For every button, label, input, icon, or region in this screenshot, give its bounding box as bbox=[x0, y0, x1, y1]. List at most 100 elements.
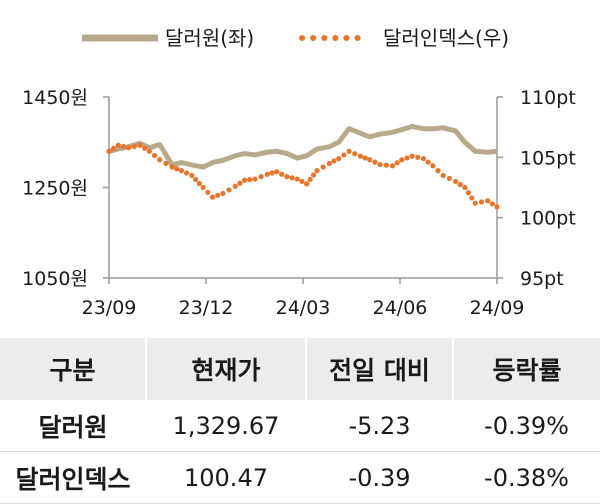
right-y-tick-label: 105pt bbox=[520, 147, 576, 169]
data-point-dxy bbox=[200, 184, 206, 191]
cell-change-rate: -0.38% bbox=[453, 451, 600, 504]
data-point-dxy bbox=[137, 142, 143, 148]
data-point-dxy bbox=[435, 168, 441, 174]
data-point-dxy bbox=[399, 157, 405, 163]
legend-label-usdkrw: 달러원(좌) bbox=[165, 26, 254, 50]
data-point-dxy bbox=[425, 159, 431, 165]
data-point-dxy bbox=[372, 159, 378, 165]
right-y-tick-label: 95pt bbox=[520, 268, 564, 290]
data-point-dxy bbox=[314, 168, 320, 174]
data-point-dxy bbox=[163, 160, 169, 166]
data-point-dxy bbox=[485, 198, 491, 204]
data-point-dxy bbox=[415, 154, 421, 160]
data-point-dxy bbox=[226, 187, 232, 193]
data-point-dxy bbox=[209, 194, 216, 200]
data-point-dxy bbox=[409, 153, 415, 159]
exchange-rate-chart: 달러원(좌) 달러인덱스(우) 1050원 1250원 1450원 95pt 100pt… bbox=[22, 26, 576, 319]
table-row: 달러인덱스 100.47 -0.39 -0.38% bbox=[0, 451, 600, 504]
data-point-dxy bbox=[489, 201, 495, 207]
header-category: 구분 bbox=[0, 338, 147, 400]
data-point-dxy bbox=[465, 190, 471, 196]
cell-daily-change: -0.39 bbox=[306, 451, 453, 504]
data-point-dxy bbox=[241, 177, 248, 183]
right-y-tick-label: 100pt bbox=[520, 208, 576, 230]
data-point-dxy bbox=[264, 171, 270, 177]
data-point-dxy bbox=[215, 192, 221, 198]
cell-daily-change: -5.23 bbox=[306, 400, 453, 452]
data-point-dxy bbox=[446, 175, 453, 182]
data-point-dxy bbox=[294, 176, 300, 182]
data-point-dxy bbox=[196, 180, 202, 187]
data-point-dxy bbox=[494, 204, 500, 210]
data-point-dxy bbox=[331, 158, 337, 164]
table-header-row: 구분 현재가 전일 대비 등락률 bbox=[0, 338, 600, 400]
header-change-rate: 등락률 bbox=[453, 338, 600, 400]
data-point-dxy bbox=[106, 148, 112, 154]
data-point-dxy bbox=[469, 195, 475, 201]
data-point-dxy bbox=[252, 176, 258, 182]
data-point-dxy bbox=[394, 160, 400, 166]
data-point-dxy bbox=[142, 145, 148, 151]
data-point-dxy bbox=[336, 155, 342, 162]
data-point-dxy bbox=[341, 152, 347, 158]
data-point-dxy bbox=[377, 161, 383, 168]
data-point-dxy bbox=[404, 155, 410, 161]
left-y-tick-label: 1450원 bbox=[22, 87, 88, 109]
data-point-dxy bbox=[420, 155, 427, 162]
data-point-dxy bbox=[126, 145, 132, 151]
data-point-dxy bbox=[430, 163, 436, 169]
series-line-usdkrw bbox=[108, 123, 498, 170]
data-point-dxy bbox=[289, 175, 295, 181]
data-point-dxy bbox=[279, 171, 285, 177]
data-point-dxy bbox=[274, 169, 280, 175]
header-current-price: 현재가 bbox=[146, 338, 307, 400]
chart-legend: 달러원(좌) 달러인덱스(우) bbox=[82, 26, 509, 50]
data-point-dxy bbox=[326, 160, 332, 166]
data-point-dxy bbox=[115, 142, 121, 148]
x-tick-label: 23/09 bbox=[82, 297, 137, 319]
data-point-dxy bbox=[189, 172, 195, 179]
data-point-dxy bbox=[453, 178, 459, 185]
x-tick-label: 23/12 bbox=[179, 297, 234, 319]
cell-change-rate: -0.39% bbox=[453, 400, 600, 452]
data-point-dxy bbox=[174, 166, 180, 172]
row-name-dxy: 달러인덱스 bbox=[0, 451, 146, 504]
data-point-dxy bbox=[389, 163, 396, 169]
x-tick-label: 24/03 bbox=[276, 297, 331, 319]
cell-current-price: 1,329.67 bbox=[146, 400, 306, 452]
data-point-dxy bbox=[146, 148, 152, 154]
row-name-usdkrw: 달러원 bbox=[0, 400, 146, 452]
data-point-dxy bbox=[462, 184, 468, 191]
data-point-dxy bbox=[192, 176, 199, 183]
x-tick-label: 24/09 bbox=[470, 297, 525, 319]
x-tick-label: 24/06 bbox=[373, 297, 428, 319]
data-point-dxy bbox=[269, 170, 275, 176]
data-point-dxy bbox=[472, 200, 478, 206]
data-point-dxy bbox=[120, 143, 127, 150]
data-point-dxy bbox=[184, 170, 190, 176]
data-point-dxy bbox=[478, 199, 485, 205]
data-point-dxy bbox=[383, 162, 389, 168]
data-point-dxy bbox=[157, 157, 163, 163]
data-point-dxy bbox=[258, 174, 264, 180]
data-point-dxy bbox=[169, 164, 175, 170]
data-point-dxy bbox=[346, 148, 352, 154]
data-point-dxy bbox=[247, 177, 253, 183]
data-point-dxy bbox=[178, 168, 185, 174]
data-point-dxy bbox=[232, 183, 238, 189]
data-point-dxy bbox=[357, 153, 364, 159]
data-point-dxy bbox=[440, 172, 446, 179]
cell-current-price: 100.47 bbox=[146, 451, 306, 504]
legend-label-dxy: 달러인덱스(우) bbox=[383, 26, 509, 50]
data-point-dxy bbox=[237, 180, 243, 186]
right-y-tick-label: 110pt bbox=[520, 87, 576, 109]
data-point-dxy bbox=[205, 189, 211, 195]
data-point-dxy bbox=[304, 181, 310, 187]
left-y-tick-label: 1050원 bbox=[22, 268, 88, 290]
data-point-dxy bbox=[131, 143, 137, 150]
data-point-dxy bbox=[367, 157, 373, 163]
data-point-dxy bbox=[457, 181, 463, 188]
summary-table: 구분 현재가 전일 대비 등락률 달러원 1,329.67 -5.23 -0.3… bbox=[0, 338, 600, 504]
data-point-dxy bbox=[352, 151, 358, 157]
data-point-dxy bbox=[310, 172, 317, 178]
